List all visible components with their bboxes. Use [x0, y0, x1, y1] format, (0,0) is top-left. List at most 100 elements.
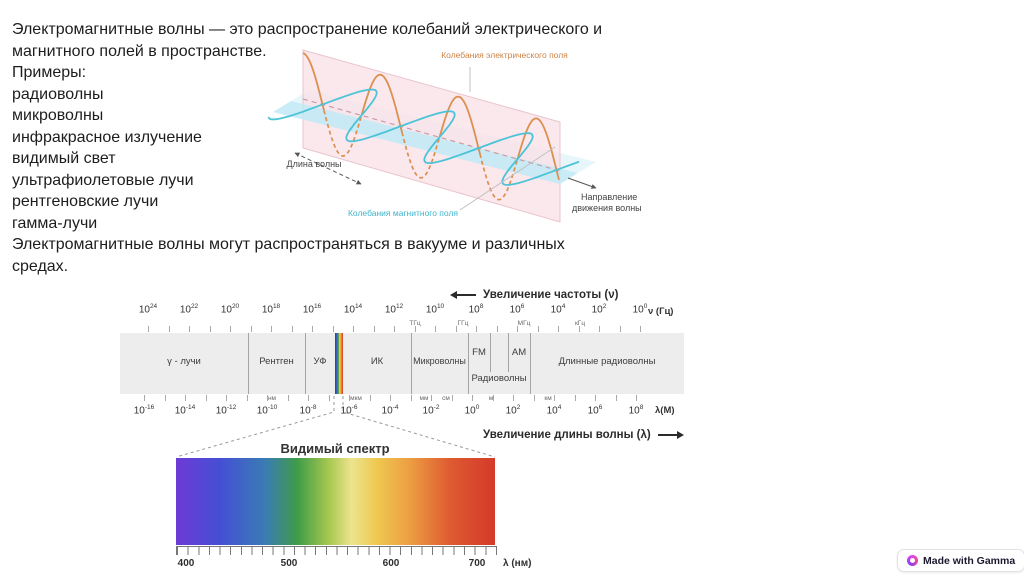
- wavelength-scale-label: 10-2: [422, 404, 440, 417]
- band-label: γ - лучи: [167, 356, 201, 367]
- freq-scale-label: 108: [468, 303, 484, 316]
- wavelength-unit-mark: м: [488, 395, 494, 402]
- wavelength-tick: [431, 395, 432, 401]
- freq-tick: [189, 326, 190, 332]
- freq-tick: [230, 326, 231, 332]
- visible-ruler-label: 600: [382, 558, 400, 569]
- wavelength-tick: [615, 395, 617, 401]
- magnetic-wave: [267, 88, 580, 186]
- wavelength-tick: [287, 395, 289, 401]
- freq-tick: [476, 326, 477, 332]
- intro-line: Электромагнитные волны могут распростран…: [12, 236, 565, 253]
- band-divider: [248, 333, 249, 394]
- wavelength-tick: [369, 395, 371, 401]
- wavelength-tick: [349, 395, 350, 401]
- freq-tick: [250, 326, 252, 332]
- visible-ruler-label: 700: [468, 558, 486, 569]
- freq-tick: [455, 326, 457, 332]
- magnetic-label-pointer: [459, 146, 556, 211]
- intro-line: рентгеновские лучи: [12, 193, 159, 210]
- freq-tick: [599, 326, 600, 332]
- left-arrow-icon: [450, 291, 476, 299]
- intro-line: магнитного полей в пространстве.: [12, 42, 267, 60]
- wavelength-scale-label: 106: [587, 404, 603, 417]
- wavelength-tick: [451, 395, 453, 401]
- wavelength-scale-label: 10-14: [174, 404, 196, 417]
- band-divider: [508, 333, 509, 372]
- freq-scale-label: 100: [632, 303, 648, 316]
- freq-scale-label: 104: [550, 303, 566, 316]
- wavelength-axis-title-text: Увеличение длины волны (λ): [483, 429, 651, 441]
- band-label: Длинные радиоволны: [558, 356, 656, 367]
- freq-tick: [148, 326, 149, 332]
- band-label: Рентген: [259, 356, 294, 367]
- freq-scale-label: 1020: [220, 303, 240, 316]
- visible-spectrum-title: Видимый спектр: [280, 441, 390, 456]
- wavelength-tick: [513, 395, 514, 401]
- wavelength-unit-mark: мкм: [350, 395, 362, 402]
- wavelength-axis-title: Увеличение длины волны (λ): [483, 429, 684, 441]
- frequency-unit-label: ν (Гц): [648, 306, 674, 317]
- visible-ruler-label: 400: [177, 558, 195, 569]
- intro-line: микроволны: [12, 107, 104, 124]
- wavelength-arrow: [294, 152, 362, 185]
- electric-wave: [302, 52, 559, 177]
- badge-text: Made with Gamma: [923, 554, 1016, 567]
- wavelength-tick: [308, 395, 309, 401]
- visible-light-strip: [335, 333, 343, 394]
- freq-scale-label: 1018: [261, 303, 281, 316]
- made-with-gamma-badge[interactable]: Made with Gamma: [897, 549, 1024, 572]
- freq-scale-label: 102: [591, 303, 607, 316]
- freq-tick: [168, 326, 170, 332]
- band-divider: [530, 333, 531, 394]
- freq-unit-mark: ТГц: [409, 320, 421, 327]
- freq-unit-mark: МГц: [517, 320, 531, 327]
- wavelength-scale-label: 10-4: [381, 404, 399, 417]
- wavelength-tick: [144, 395, 145, 401]
- direction-label-line1: Направление: [581, 192, 638, 202]
- freq-scale-label: 1024: [138, 303, 158, 316]
- intro-line: ультрафиолетовые лучи: [12, 171, 194, 189]
- wavelength-scale-label: 10-10: [256, 404, 278, 417]
- wavelength-tick: [574, 395, 576, 401]
- freq-tick: [578, 326, 580, 332]
- em-wave-diagram: Колебания электрического поля Колебания …: [266, 44, 670, 242]
- freq-tick: [332, 326, 334, 332]
- wavelength-scale-label: 10-6: [340, 404, 358, 417]
- freq-tick: [414, 326, 416, 332]
- frequency-axis-title-text: Увеличение частоты (ν): [483, 289, 619, 301]
- wavelength-scale-label: 102: [505, 404, 521, 417]
- wavelength-unit-label: λ(M): [655, 405, 675, 416]
- band-label: AM: [511, 347, 527, 358]
- wavelength-tick: [533, 395, 535, 401]
- intro-line: инфракрасное излучение: [12, 128, 202, 146]
- wavelength-tick: [226, 395, 227, 401]
- intro-line: радиоволны: [12, 85, 104, 103]
- freq-tick: [291, 326, 293, 332]
- direction-label: Направление движения волны: [572, 192, 642, 214]
- wavelength-label: Длина волны: [286, 159, 342, 169]
- magnetic-plane-near: [273, 101, 578, 184]
- freq-tick: [353, 326, 354, 332]
- wavelength-unit-mark: см: [442, 395, 450, 402]
- band-label: ИК: [370, 356, 384, 367]
- wavelength-tick: [390, 395, 391, 401]
- wavelength-tick: [246, 395, 248, 401]
- magnetic-field-label: Колебания магнитного поля: [347, 208, 459, 218]
- visible-connector-lines: [175, 396, 496, 458]
- direction-arrow: [567, 177, 597, 189]
- freq-tick: [496, 326, 498, 332]
- band-divider: [468, 333, 469, 394]
- freq-scale-label: 1022: [179, 303, 199, 316]
- freq-tick: [537, 326, 539, 332]
- wavelength-scale-label: 104: [546, 404, 562, 417]
- wavelength-tick: [185, 395, 186, 401]
- freq-scale-label: 1010: [425, 303, 445, 316]
- electric-field-label: Колебания электрического поля: [441, 50, 568, 60]
- wavelength-scale-label: 108: [628, 404, 644, 417]
- wavelength-tick: [205, 395, 207, 401]
- band-divider: [305, 333, 306, 394]
- wavelength-tick: [164, 395, 166, 401]
- wavelength-scale-label: 10-16: [133, 404, 155, 417]
